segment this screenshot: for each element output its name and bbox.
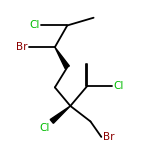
Polygon shape (55, 47, 69, 69)
Text: Cl: Cl (114, 81, 124, 91)
Polygon shape (50, 106, 70, 123)
Text: Cl: Cl (40, 123, 50, 133)
Text: Cl: Cl (29, 20, 39, 30)
Text: Br: Br (103, 132, 114, 142)
Text: Br: Br (15, 42, 27, 52)
